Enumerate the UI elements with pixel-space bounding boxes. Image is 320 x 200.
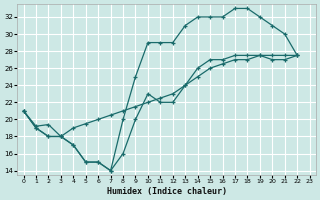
X-axis label: Humidex (Indice chaleur): Humidex (Indice chaleur) bbox=[107, 187, 227, 196]
